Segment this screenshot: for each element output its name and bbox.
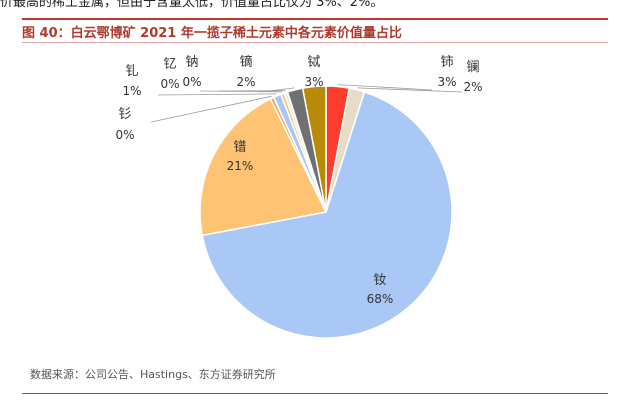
slice-label-8: 铈 <box>440 54 453 70</box>
slice-label-2: 钐 <box>118 107 131 122</box>
slice-label-5: 钠 <box>185 55 198 70</box>
slice-value-5: 0% <box>182 75 201 89</box>
header-rule <box>22 18 608 20</box>
slice-value-0: 68% <box>367 292 394 306</box>
pie-slice-0 <box>201 91 453 339</box>
leader-line-6 <box>259 87 295 93</box>
leader-line-2 <box>150 95 272 123</box>
slice-value-6: 2% <box>236 75 255 89</box>
pie-slice-1 <box>199 97 328 237</box>
slice-label-7: 铽 <box>307 55 320 70</box>
leader-line-3 <box>157 93 277 96</box>
slice-value-4: 0% <box>160 77 179 91</box>
slice-label-1: 镨 <box>233 140 246 155</box>
leader-line-8 <box>337 84 433 91</box>
leader-line-7 <box>313 84 319 92</box>
slice-value-8: 3% <box>437 75 456 89</box>
slice-value-2: 0% <box>115 128 134 142</box>
chart-title: 图 40：白云鄂博矿 2021 年一揽子稀土元素中各元素价值量占比 <box>22 26 402 41</box>
slice-label-0: 钕 <box>373 272 386 288</box>
pie-slice-7 <box>301 85 327 213</box>
footer-rule <box>22 393 608 394</box>
slice-label-6: 镝 <box>239 54 252 70</box>
slice-label-4: 钇 <box>163 57 176 72</box>
slice-label-3: 钆 <box>125 64 138 79</box>
slice-value-3: 1% <box>122 84 141 98</box>
clipped-body-text: 价最高的稀土金属，但由于含量太低，价值量占比仅为 3%、2%。 <box>0 0 384 9</box>
slice-value-1: 21% <box>227 159 254 173</box>
slice-value-9: 2% <box>463 80 482 94</box>
slice-label-9: 镧 <box>466 60 479 75</box>
leader-line-9 <box>357 87 463 93</box>
source-note: 数据来源：公司公告、Hastings、东方证券研究所 <box>30 368 276 381</box>
leader-line-4 <box>199 90 282 93</box>
title-rule <box>22 42 608 43</box>
slice-value-7: 3% <box>304 75 323 89</box>
